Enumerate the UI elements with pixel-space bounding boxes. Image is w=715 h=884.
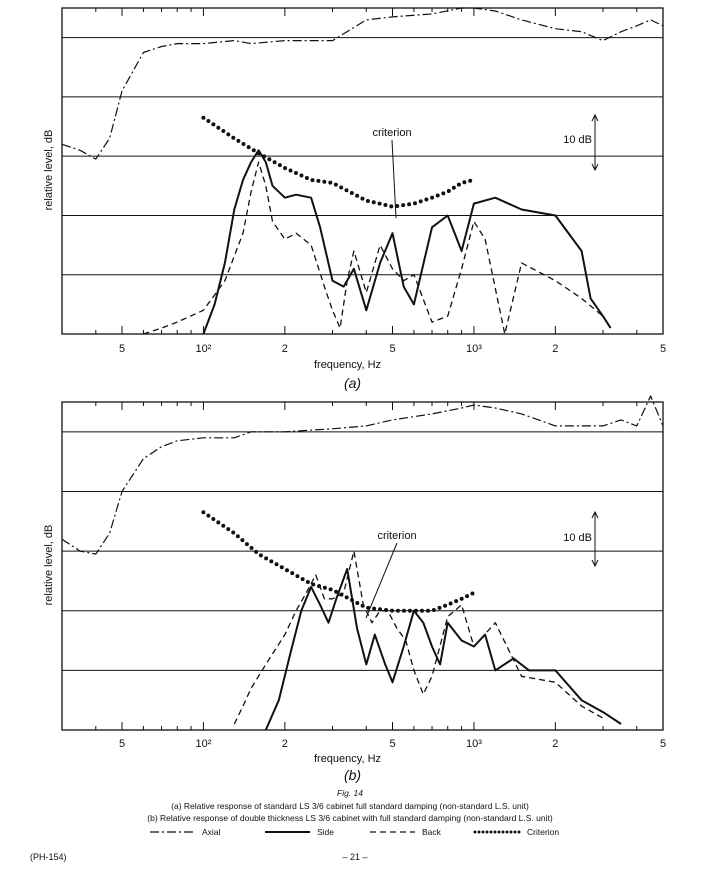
x-tick-label: 5 [660,343,666,355]
series-line-back [143,161,604,335]
x-tick-label: 10² [195,738,211,750]
series-line-criterion [201,115,476,209]
chart-panel-a: 5 10² 2 5 10³ 2 5 frequency, Hz relative level, … [43,7,666,391]
x-tick-label: 5 [389,343,395,355]
legend-label: Back [422,827,442,837]
x-tick-label: 10³ [466,738,482,750]
figure-label: Fig. 14 [337,788,363,798]
chart-panel-b: 5 10² 2 5 10³ 2 5 frequency, Hz relative level, … [43,395,666,783]
y-axis-label: relative level, dB [43,130,55,211]
annotation-leader [365,542,398,619]
x-tick-label: 5 [119,343,125,355]
scale-bar-label: 10 dB [563,532,592,544]
x-tick-label: 5 [660,738,666,750]
scale-bar-label: 10 dB [563,134,592,146]
legend-label: Side [317,827,334,837]
x-tick-label: 2 [552,738,558,750]
criterion-annotation: criterion [372,127,411,139]
footer-code: (PH-154) [30,852,67,862]
x-axis-label: frequency, Hz [314,359,381,371]
panel-label: (a) [344,375,361,391]
x-tick-label: 5 [389,738,395,750]
legend: Axial Side Back Criterion [150,827,559,837]
scale-bar-arrows [591,113,599,172]
y-axis-label: relative level, dB [43,525,55,606]
page-number: – 21 – [342,852,367,862]
x-tick-label: 2 [552,343,558,355]
legend-label: Axial [202,827,221,837]
x-tick-label: 5 [119,738,125,750]
caption-a: (a) Relative response of standard LS 3/6… [171,801,529,811]
x-axis-label: frequency, Hz [314,753,381,765]
annotation-leader [391,139,397,219]
legend-label: Criterion [527,827,559,837]
series-line-side [202,149,612,335]
caption-b: (b) Relative response of double thicknes… [147,813,553,823]
panel-label: (b) [344,767,361,783]
scale-bar-arrows [591,510,599,568]
series-line-axial [61,7,664,160]
x-tick-label: 2 [282,738,288,750]
series-line-back [233,550,604,725]
series-line-axial [61,395,664,555]
series-line-criterion [201,510,476,613]
series-line-side [264,568,622,731]
criterion-annotation: criterion [377,530,416,542]
plot-frame [61,7,664,335]
x-tick-label: 2 [282,343,288,355]
x-tick-label: 10² [195,343,211,355]
plot-frame [61,401,664,731]
x-tick-label: 10³ [466,343,482,355]
